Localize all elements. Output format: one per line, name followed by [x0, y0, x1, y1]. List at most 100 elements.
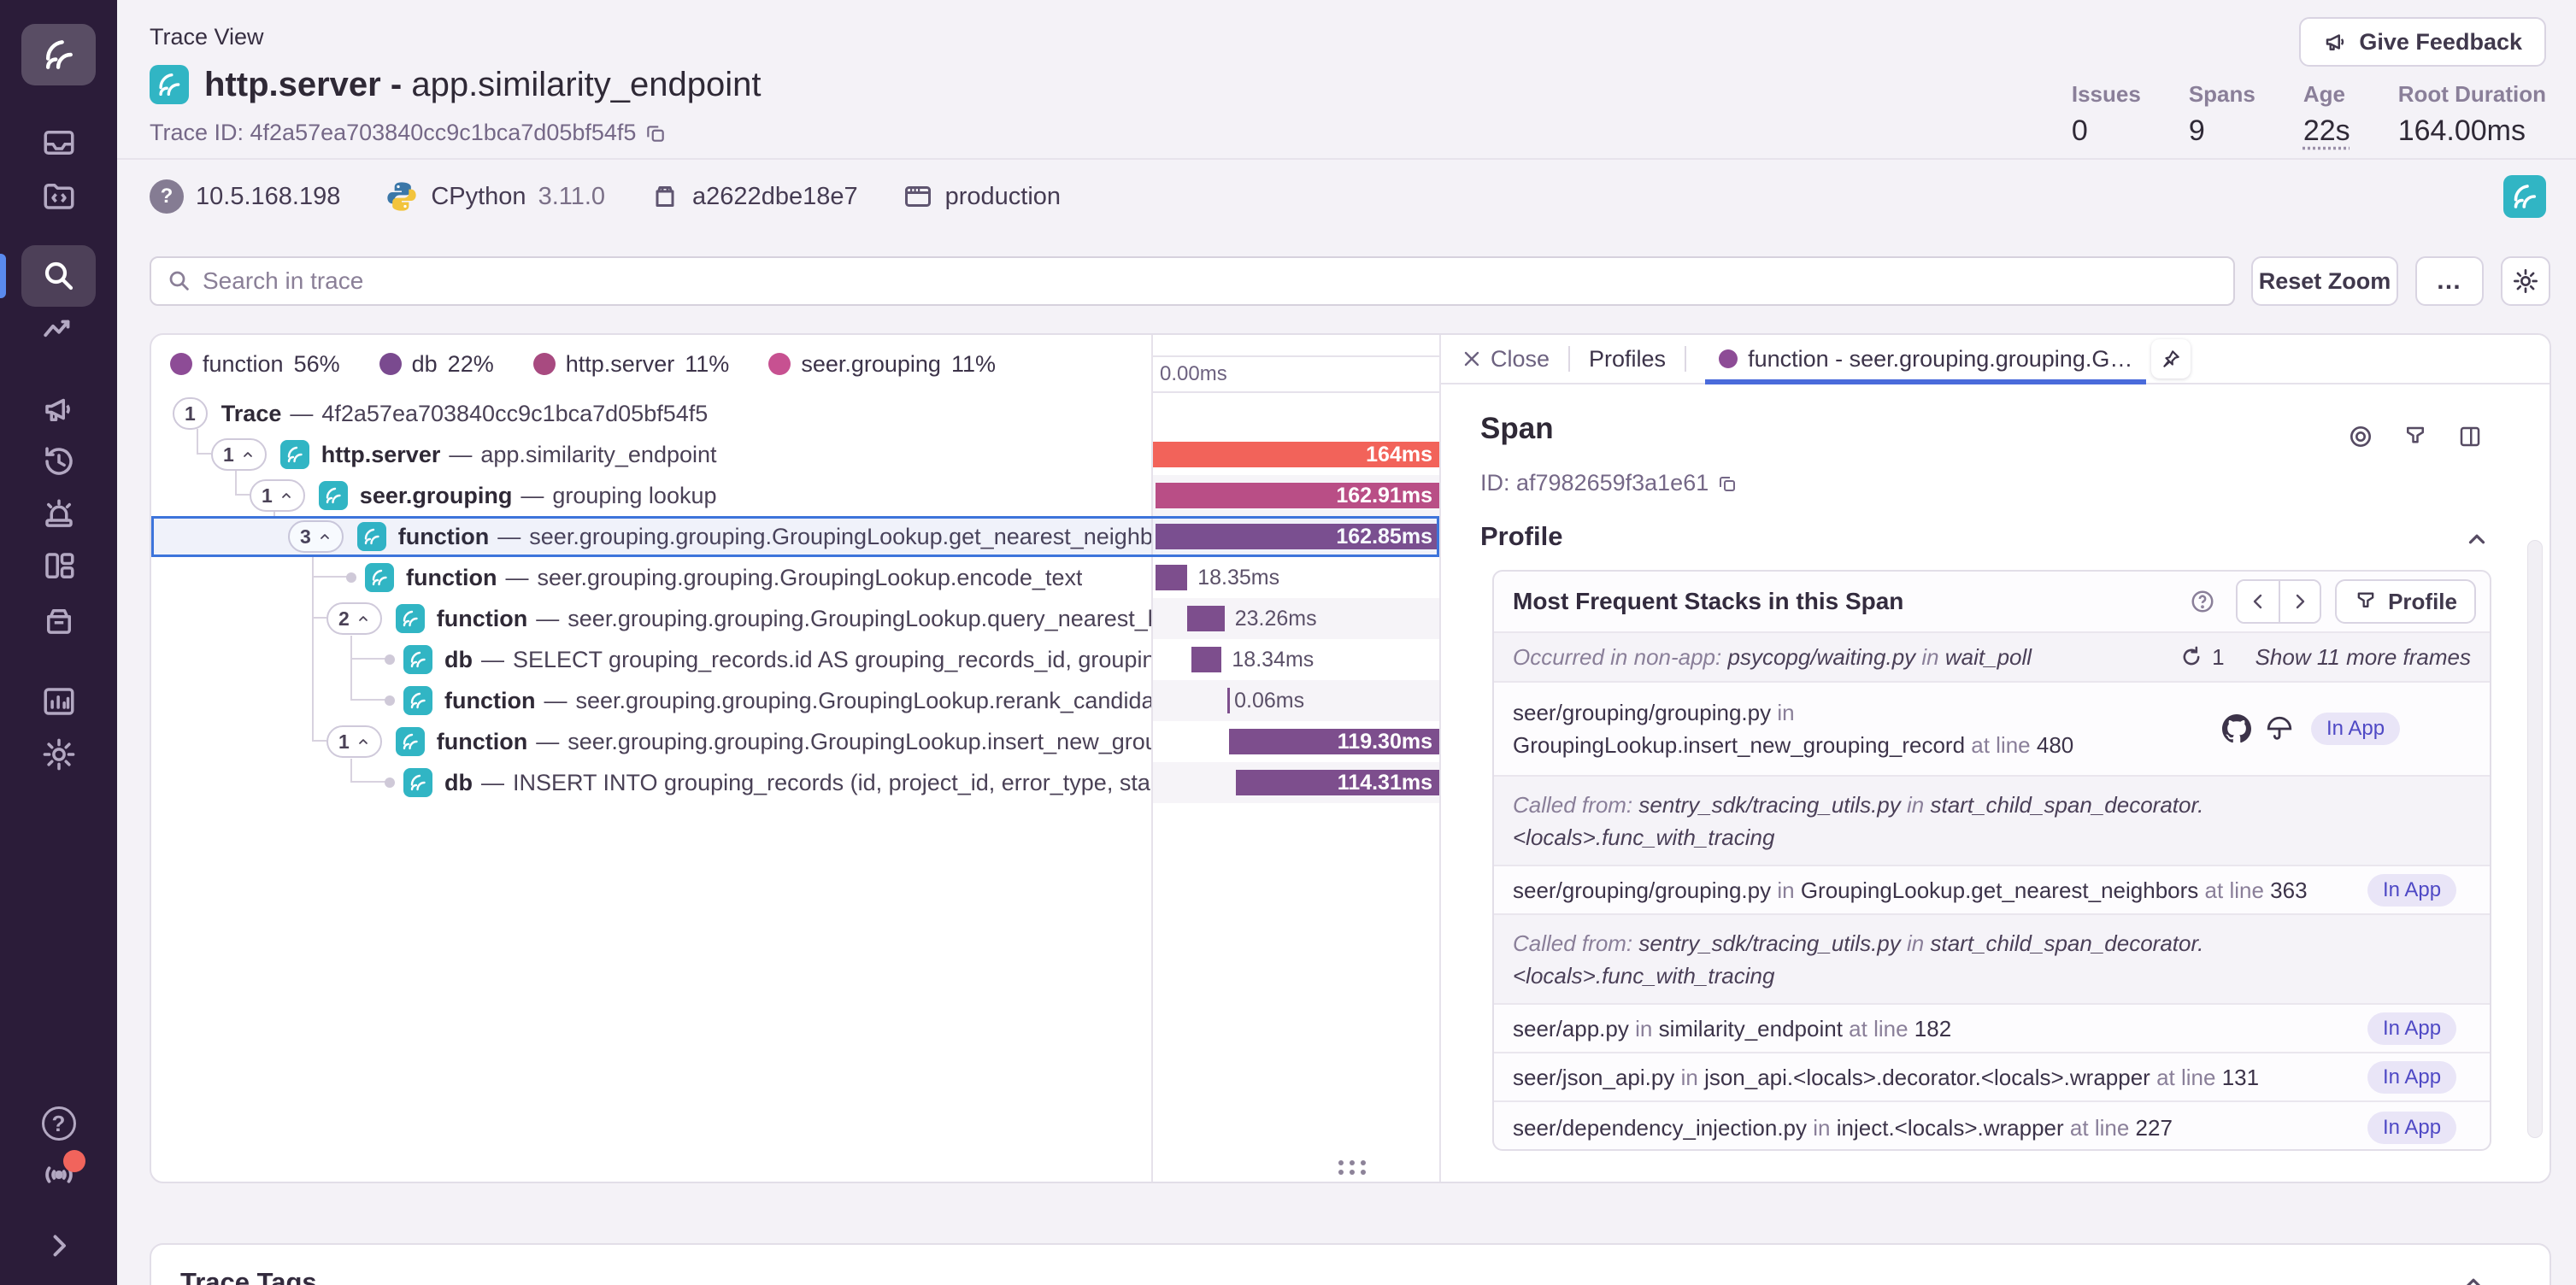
- more-options-button[interactable]: …: [2415, 256, 2484, 306]
- sidebar-item-explore[interactable]: [21, 165, 96, 226]
- close-detail-button[interactable]: Close: [1461, 346, 1550, 373]
- funnel-icon: [2357, 592, 2374, 607]
- detail-scrollbar[interactable]: [2527, 540, 2543, 1138]
- trace-settings-button[interactable]: [2501, 256, 2550, 306]
- target-icon: [2350, 426, 2371, 447]
- span-row-seer-grouping[interactable]: 1 seer.grouping — grouping lookup: [151, 475, 1151, 516]
- sidebar-item-releases[interactable]: [21, 590, 96, 652]
- search-input[interactable]: [203, 267, 2218, 295]
- profile-view-button[interactable]: [2396, 417, 2435, 456]
- span-row-get-nearest-neighbors[interactable]: 3 function — seer.grouping.grouping.Grou…: [151, 516, 1151, 557]
- open-profile-button[interactable]: Profile: [2335, 579, 2476, 624]
- copy-icon[interactable]: [1717, 473, 1738, 494]
- sidebar-item-dashboards[interactable]: [21, 536, 96, 597]
- collapse-profile-section[interactable]: [2464, 526, 2490, 552]
- duration-bar[interactable]: [1227, 688, 1231, 713]
- legend-item-seer-grouping[interactable]: seer.grouping 11%: [768, 351, 996, 378]
- span-row-db-insert[interactable]: db — INSERT INTO grouping_records (id, p…: [151, 762, 1151, 803]
- duration-bar[interactable]: 162.85ms: [1156, 524, 1439, 549]
- trace-stats: Issues 0 Spans 9 Age 22s Root Duration 1…: [2072, 81, 2546, 148]
- notification-dot: [62, 1150, 85, 1172]
- duration-bar[interactable]: 164ms: [1153, 442, 1439, 467]
- stack-frame-row[interactable]: seer/grouping/grouping.py in GroupingLoo…: [1494, 865, 2490, 913]
- frame-text: seer/grouping/grouping.py in GroupingLoo…: [1513, 877, 2308, 903]
- focus-span-button[interactable]: [2341, 417, 2380, 456]
- panel-resize-handle[interactable]: [1326, 1160, 1378, 1175]
- frame-text: seer/dependency_injection.py in inject.<…: [1513, 1114, 2173, 1141]
- layout-toggle-button[interactable]: [2450, 417, 2490, 456]
- duration-bar[interactable]: 114.31ms: [1236, 770, 1439, 795]
- stat-issues: Issues 0: [2071, 81, 2141, 147]
- window-icon: [904, 186, 931, 207]
- sidebar-item-replays[interactable]: [21, 431, 96, 492]
- duration-bar[interactable]: [1191, 647, 1222, 672]
- child-count-pill[interactable]: 1: [173, 397, 208, 430]
- sentry-span-icon: [356, 522, 386, 551]
- op-color-dot: [1719, 349, 1738, 368]
- stack-frame-row[interactable]: seer/json_api.py in json_api.<locals>.de…: [1494, 1052, 2490, 1100]
- child-count-pill[interactable]: 1: [211, 438, 267, 471]
- child-count-pill[interactable]: 1: [326, 725, 382, 758]
- sidebar-collapse-button[interactable]: [21, 1215, 96, 1276]
- sidebar-item-stats[interactable]: [21, 671, 96, 732]
- legend-item-db[interactable]: db 22%: [379, 351, 494, 378]
- stack-frame-row[interactable]: seer/grouping/grouping.py in GroupingLoo…: [1494, 681, 2490, 775]
- duration-bar[interactable]: [1156, 565, 1188, 590]
- span-row-http-server[interactable]: 1 http.server — app.similarity_endpoint: [151, 434, 1151, 475]
- prev-stack-button[interactable]: [2238, 581, 2279, 622]
- stack-frame-row[interactable]: seer/dependency_injection.py in inject.<…: [1494, 1100, 2490, 1149]
- next-stack-button[interactable]: [2279, 581, 2320, 622]
- pin-tab-button[interactable]: [2151, 339, 2191, 378]
- legend-dot: [768, 353, 791, 375]
- duration-bar[interactable]: 162.91ms: [1155, 483, 1439, 508]
- sidebar-item-settings[interactable]: [21, 724, 96, 785]
- span-row-encode-text[interactable]: function — seer.grouping.grouping.Groupi…: [151, 557, 1151, 598]
- legend-item-http-server[interactable]: http.server 11%: [532, 351, 729, 378]
- child-count-pill[interactable]: 1: [250, 479, 305, 512]
- sidebar-item-alerts[interactable]: [21, 484, 96, 545]
- frame-text: seer/app.py in similarity_endpoint at li…: [1513, 1015, 1952, 1041]
- waterfall-cell: [1153, 393, 1439, 434]
- trace-tags-card: Trace Tags: [150, 1243, 2551, 1285]
- collapse-tags-section[interactable]: [2461, 1270, 2486, 1285]
- project-icon[interactable]: [2503, 175, 2546, 218]
- copy-icon[interactable]: [644, 122, 667, 144]
- trace-meta-row: ? 10.5.168.198 CPython 3.11.0 a2622dbe18…: [150, 179, 1061, 214]
- sidebar-item-whats-new[interactable]: [21, 1144, 96, 1206]
- reset-zoom-button[interactable]: Reset Zoom: [2251, 256, 2398, 306]
- child-count-pill[interactable]: 3: [288, 520, 344, 553]
- span-row-rerank-candidates[interactable]: function — seer.grouping.grouping.Groupi…: [151, 680, 1151, 721]
- sidebar-item-insights[interactable]: [21, 300, 96, 361]
- span-row-query-nearest-k[interactable]: 2 function — seer.grouping.grouping.Grou…: [151, 598, 1151, 639]
- occurred-text: Occurred in non-app: psycopg/waiting.py …: [1513, 644, 2032, 670]
- span-row-db-select[interactable]: db — SELECT grouping_records.id AS group…: [151, 639, 1151, 680]
- tab-profiles[interactable]: Profiles: [1589, 345, 1667, 372]
- stacks-help-button[interactable]: [2183, 582, 2222, 621]
- child-count-pill[interactable]: 2: [326, 602, 382, 635]
- meta-runtime: CPython 3.11.0: [385, 179, 605, 214]
- stack-frame-row[interactable]: seer/app.py in similarity_endpoint at li…: [1494, 1003, 2490, 1052]
- give-feedback-button[interactable]: Give Feedback: [2299, 17, 2546, 67]
- show-more-frames-link[interactable]: Show 11 more frames: [2255, 643, 2471, 670]
- detail-header-actions: [2341, 417, 2490, 456]
- umbrella-icon[interactable]: [2265, 714, 2294, 743]
- sidebar-item-help[interactable]: ?: [21, 1093, 96, 1154]
- collapse-chevron-icon: [358, 739, 368, 744]
- sidebar-item-search[interactable]: [21, 245, 96, 307]
- in-app-badge: In App: [2311, 713, 2401, 745]
- github-icon[interactable]: [2222, 714, 2251, 743]
- trace-transaction: app.similarity_endpoint: [411, 65, 762, 103]
- legend-item-function[interactable]: function 56%: [170, 351, 340, 378]
- tree-connector: [312, 576, 350, 578]
- duration-bar[interactable]: 119.30ms: [1228, 729, 1439, 754]
- sentry-logo-icon[interactable]: [21, 24, 96, 85]
- sidebar-item-issues[interactable]: [21, 112, 96, 173]
- tab-active-span[interactable]: function - seer.grouping.grouping.G…: [1705, 335, 2147, 384]
- span-row-trace[interactable]: 1 Trace — 4f2a57ea703840cc9c1bca7d05bf54…: [151, 393, 1151, 434]
- profile-section-title: Profile: [1480, 521, 1563, 551]
- span-tree: function 56% db 22% http.server 11% seer.gr…: [151, 335, 1151, 1182]
- sentry-span-icon: [318, 481, 348, 510]
- duration-bar[interactable]: [1187, 606, 1225, 631]
- span-row-insert-new-grouping[interactable]: 1 function — seer.grouping.grouping.Grou…: [151, 721, 1151, 762]
- trace-search[interactable]: [150, 256, 2235, 306]
